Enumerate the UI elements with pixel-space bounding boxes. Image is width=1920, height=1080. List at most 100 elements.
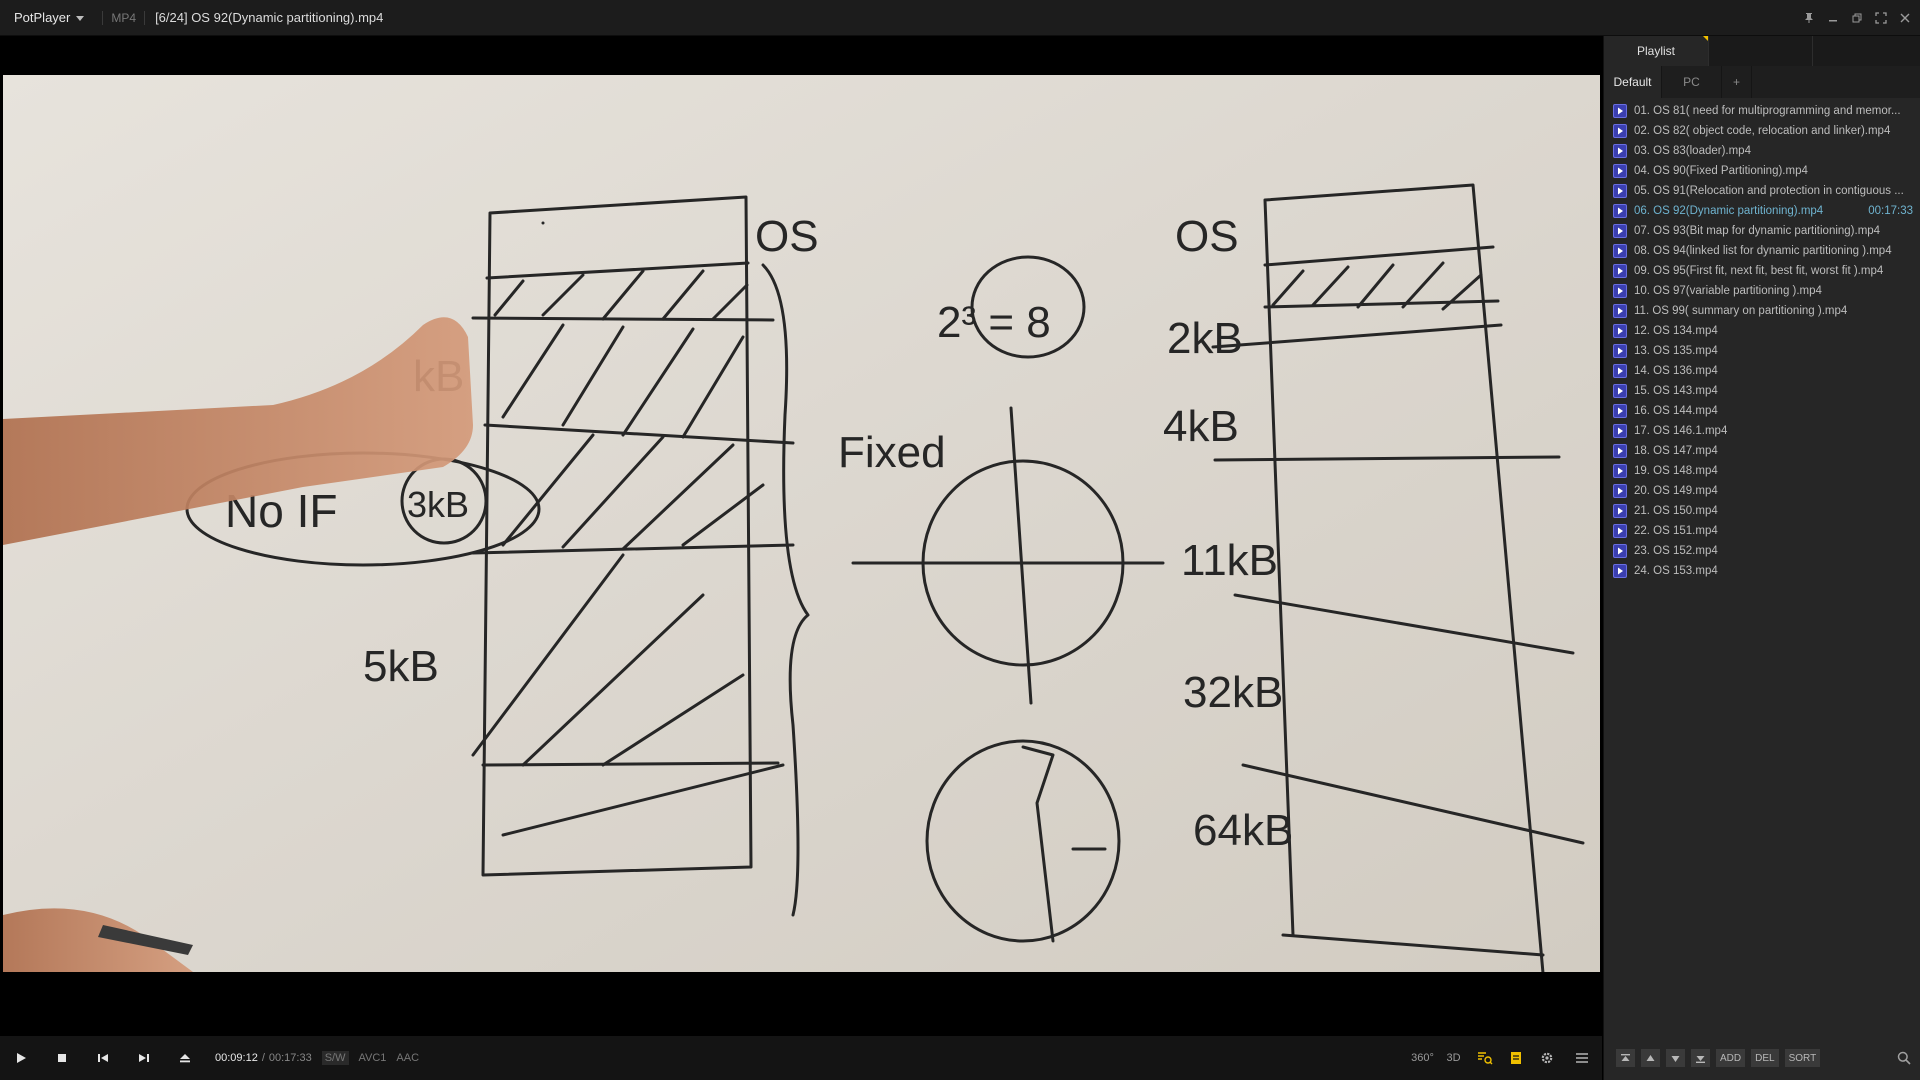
playlist-item[interactable]: 23. OS 152.mp4 <box>1604 541 1920 561</box>
next-button[interactable] <box>123 1036 164 1080</box>
playlist-list[interactable]: 01. OS 81( need for multiprogramming and… <box>1604 101 1920 581</box>
playlist-item[interactable]: 06. OS 92(Dynamic partitioning).mp4 00:17… <box>1604 201 1920 221</box>
playlist-item[interactable]: 14. OS 136.mp4 <box>1604 361 1920 381</box>
gear-icon <box>1541 1052 1552 1064</box>
playlist-item[interactable]: 16. OS 144.mp4 <box>1604 401 1920 421</box>
subtab-pc[interactable]: PC <box>1662 66 1722 98</box>
playlist-item[interactable]: 07. OS 93(Bit map for dynamic partitioni… <box>1604 221 1920 241</box>
playlist-item-name: 24. OS 153.mp4 <box>1634 565 1718 577</box>
add-button[interactable]: ADD <box>1716 1049 1746 1067</box>
tab-empty[interactable] <box>1708 36 1813 66</box>
playlist-item[interactable]: 17. OS 146.1.mp4 <box>1604 421 1920 441</box>
video-file-icon <box>1613 284 1627 298</box>
add-subtab-button[interactable]: + <box>1722 66 1752 98</box>
playlist-item[interactable]: 22. OS 151.mp4 <box>1604 521 1920 541</box>
playlist-search-button[interactable] <box>1861 1048 1920 1068</box>
playlist-item[interactable]: 11. OS 99( summary on partitioning ).mp4 <box>1604 301 1920 321</box>
playlist-item-name: 08. OS 94(linked list for dynamic partit… <box>1634 245 1892 257</box>
time-separator: / <box>261 1052 265 1064</box>
play-button[interactable] <box>0 1036 41 1080</box>
3d-button[interactable]: 3D <box>1438 1036 1469 1080</box>
video-file-icon <box>1613 264 1627 278</box>
playlist-item[interactable]: 10. OS 97(variable partitioning ).mp4 <box>1604 281 1920 301</box>
eject-icon <box>179 1054 190 1063</box>
tab-playlist-label: Playlist <box>1636 44 1675 58</box>
settings-button[interactable] <box>1531 1036 1562 1080</box>
playlist-item[interactable]: 19. OS 148.mp4 <box>1604 461 1920 481</box>
video-file-icon <box>1613 504 1627 518</box>
playlist-item-name: 15. OS 143.mp4 <box>1634 385 1718 397</box>
move-top-button[interactable] <box>1616 1049 1635 1067</box>
video-file-icon <box>1613 564 1627 578</box>
add-label: ADD <box>1720 1052 1742 1064</box>
playlist-item[interactable]: 01. OS 81( need for multiprogramming and… <box>1604 101 1920 121</box>
stop-button[interactable] <box>41 1036 82 1080</box>
subtitle-button[interactable] <box>1500 1036 1531 1080</box>
playlist-item[interactable]: 20. OS 149.mp4 <box>1604 481 1920 501</box>
vr-360-button[interactable]: 360° <box>1407 1036 1438 1080</box>
title-divider <box>102 10 104 25</box>
playlist-toggle-button[interactable] <box>1469 1036 1500 1080</box>
video-area[interactable]: OS kB No IF 3kB 5kB Fixed 2³ = 8 OS 2kB … <box>0 36 1602 1066</box>
playlist-item[interactable]: 18. OS 147.mp4 <box>1604 441 1920 461</box>
move-bottom-button[interactable] <box>1691 1049 1710 1067</box>
playlist-item[interactable]: 24. OS 153.mp4 <box>1604 561 1920 581</box>
restore-icon[interactable] <box>1848 9 1866 27</box>
playlist-item-name: 05. OS 91(Relocation and protection in c… <box>1634 185 1904 197</box>
video-file-icon <box>1613 124 1627 138</box>
app-name: PotPlayer <box>14 10 71 25</box>
stop-icon <box>57 1054 66 1062</box>
minimize-icon[interactable] <box>1824 9 1842 27</box>
3d-label: 3D <box>1446 1052 1461 1064</box>
playlist-item[interactable]: 08. OS 94(linked list for dynamic partit… <box>1604 241 1920 261</box>
playlist-item[interactable]: 04. OS 90(Fixed Partitioning).mp4 <box>1604 161 1920 181</box>
current-time: 00:09:12 <box>215 1052 258 1064</box>
playlist-search-icon <box>1477 1052 1492 1065</box>
video-file-icon <box>1613 224 1627 238</box>
playlist-item[interactable]: 05. OS 91(Relocation and protection in c… <box>1604 181 1920 201</box>
pin-icon[interactable] <box>1800 9 1818 27</box>
board-label: Fixed <box>838 428 946 477</box>
decoder-badge[interactable]: S/W <box>321 1051 349 1065</box>
playlist-item[interactable]: 15. OS 143.mp4 <box>1604 381 1920 401</box>
playlist-footer: ADD DEL SORT <box>1604 1036 1920 1080</box>
delete-button[interactable]: DEL <box>1751 1049 1779 1067</box>
tab-playlist[interactable]: Playlist <box>1604 36 1708 66</box>
menu-button[interactable] <box>1562 1036 1602 1080</box>
playlist-item-name: 12. OS 134.mp4 <box>1634 325 1718 337</box>
previous-button[interactable] <box>82 1036 123 1080</box>
playlist-item[interactable]: 09. OS 95(First fit, next fit, best fit,… <box>1604 261 1920 281</box>
sort-button[interactable]: SORT <box>1784 1049 1821 1067</box>
playlist-item-name: 20. OS 149.mp4 <box>1634 485 1718 497</box>
video-file-icon <box>1613 364 1627 378</box>
total-time: 00:17:33 <box>268 1052 312 1064</box>
move-down-button[interactable] <box>1666 1049 1685 1067</box>
playlist-item-name: 16. OS 144.mp4 <box>1634 405 1718 417</box>
playlist-item[interactable]: 02. OS 82( object code, relocation and l… <box>1604 121 1920 141</box>
file-title: [6/24] OS 92(Dynamic partitioning).mp4 <box>155 10 384 25</box>
close-icon[interactable] <box>1896 9 1914 27</box>
playlist-item[interactable]: 13. OS 135.mp4 <box>1604 341 1920 361</box>
playlist-item-name: 23. OS 152.mp4 <box>1634 545 1718 557</box>
app-menu-button[interactable]: PotPlayer <box>0 0 94 35</box>
playlist-item[interactable]: 12. OS 134.mp4 <box>1604 321 1920 341</box>
playlist-item-duration: 00:17:33 <box>1868 205 1913 217</box>
time-display[interactable]: 00:09:12 / 00:17:33 <box>215 1052 312 1064</box>
video-file-icon <box>1613 444 1627 458</box>
playlist-item-name: 04. OS 90(Fixed Partitioning).mp4 <box>1634 165 1808 177</box>
move-up-button[interactable] <box>1641 1049 1660 1067</box>
video-codec-badge[interactable]: AVC1 <box>358 1052 387 1064</box>
video-file-icon <box>1613 104 1627 118</box>
audio-codec-badge[interactable]: AAC <box>396 1052 420 1064</box>
fullscreen-icon[interactable] <box>1872 9 1890 27</box>
open-file-button[interactable] <box>164 1036 205 1080</box>
window-controls <box>1800 0 1914 36</box>
playlist-item-name: 07. OS 93(Bit map for dynamic partitioni… <box>1634 225 1881 237</box>
playlist-item[interactable]: 21. OS 150.mp4 <box>1604 501 1920 521</box>
subtitle-icon <box>1510 1052 1521 1064</box>
board-label: 3kB <box>407 484 469 525</box>
playlist-item[interactable]: 03. OS 83(loader).mp4 <box>1604 141 1920 161</box>
subtab-default[interactable]: Default <box>1604 66 1662 98</box>
video-frame[interactable]: OS kB No IF 3kB 5kB Fixed 2³ = 8 OS 2kB … <box>3 75 1600 972</box>
control-bar-right: 360° 3D <box>1407 1036 1602 1080</box>
